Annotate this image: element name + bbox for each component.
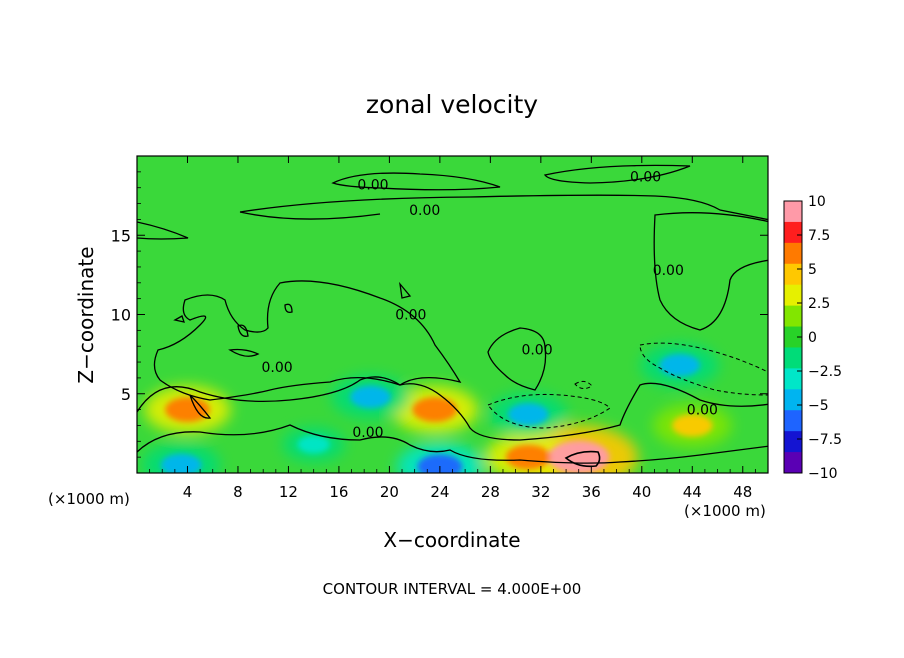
contour-line <box>228 348 260 357</box>
colorbar-tick-label: 5 <box>808 262 817 278</box>
x-tick-label: 8 <box>233 483 243 501</box>
contour-line <box>137 221 189 240</box>
y-tick-label: 15 <box>111 226 131 245</box>
contour-line <box>189 394 212 419</box>
contour-line <box>487 327 547 391</box>
colorbar-swatch <box>784 326 802 348</box>
field-min <box>160 453 202 473</box>
colorbar-tick-label: 0 <box>808 330 817 346</box>
colorbar-swatch <box>784 431 802 453</box>
contour-label: 0.00 <box>630 170 661 186</box>
contour-line <box>137 376 768 441</box>
colorbar-tick-label: −2.5 <box>808 364 842 380</box>
y-tick-label: 5 <box>121 385 131 404</box>
colorbar-swatch <box>784 263 802 286</box>
contour-line <box>237 324 249 337</box>
field-max <box>412 397 458 422</box>
contour-label: 0.00 <box>687 403 718 419</box>
x-unit-right: (×1000 m) <box>684 502 766 520</box>
colorbar: 10 7.5 5 2.5 0 −2.5 −5 −7.5 −10 <box>783 194 842 482</box>
field-min <box>507 403 549 426</box>
contour-line <box>543 164 691 184</box>
contour-line <box>564 450 601 468</box>
x-tick-label: 44 <box>683 483 702 501</box>
x-tick-label: 16 <box>329 483 348 501</box>
chart-title: zonal velocity <box>366 90 538 119</box>
contour-line-negative <box>487 393 611 429</box>
colorbar-tick-label: 10 <box>808 194 826 210</box>
field-max <box>547 440 610 473</box>
y-axis-label: Z−coordinate <box>74 246 98 383</box>
colorbar-swatch <box>784 347 802 369</box>
field-max <box>671 414 713 437</box>
colorbar-swatch <box>784 201 802 223</box>
colorbar-tick-label: −5 <box>808 398 829 414</box>
colorbar-swatch <box>784 452 802 474</box>
colorbar-swatch <box>784 368 802 390</box>
x-tick-label: 28 <box>481 483 500 501</box>
colorbar-swatch <box>784 242 802 265</box>
colorbar-tick-label: −10 <box>808 466 838 482</box>
x-axis-label: X−coordinate <box>383 528 520 552</box>
contour-label: 0.00 <box>409 203 440 219</box>
colorbar-tick-label: 7.5 <box>808 228 830 244</box>
colorbar-swatch <box>784 305 802 328</box>
contour-line <box>331 172 501 191</box>
x-tick-label: 32 <box>531 483 550 501</box>
contour-line <box>399 281 412 299</box>
contour-line <box>239 194 768 221</box>
colorbar-tick-label: 2.5 <box>808 296 830 312</box>
contour-label: 0.00 <box>261 360 292 376</box>
field-min <box>417 454 463 473</box>
colorbar-swatch <box>784 410 802 432</box>
contour-line <box>239 211 381 220</box>
x-tick-label: 20 <box>380 483 399 501</box>
colorbar-swatch <box>784 221 802 244</box>
contour-label: 0.00 <box>357 178 388 194</box>
y-tick-label: 10 <box>111 306 131 325</box>
field-min <box>659 354 700 377</box>
contour-label: 0.00 <box>653 263 684 279</box>
colorbar-swatch <box>784 389 802 411</box>
x-tick-label: 12 <box>279 483 298 501</box>
colorbar-tick-label: −7.5 <box>808 432 842 448</box>
field-max <box>505 444 551 470</box>
x-tick-label: 24 <box>430 483 449 501</box>
contour-label: 0.00 <box>395 308 426 324</box>
contour-label: 0.00 <box>352 425 383 441</box>
contour-line <box>284 303 293 313</box>
contour-line <box>653 212 768 331</box>
x-unit-left: (×1000 m) <box>48 490 130 508</box>
velocity-field: 0.00 0.00 0.00 0.00 0.00 0.00 0.00 0.00 0.00 <box>137 164 768 473</box>
contour-interval-note: CONTOUR INTERVAL = 4.000E+00 <box>323 580 582 598</box>
contour-line-negative <box>639 342 768 396</box>
colorbar-swatch <box>784 284 802 307</box>
x-tick-label: 48 <box>733 483 752 501</box>
contour-line <box>137 424 768 464</box>
contour-line <box>173 315 185 323</box>
x-tick-label: 40 <box>632 483 651 501</box>
x-tick-label: 36 <box>582 483 601 501</box>
contour-label: 0.00 <box>521 342 552 358</box>
x-tick-label: 4 <box>183 483 193 501</box>
field-min <box>350 385 391 409</box>
field-min <box>297 435 330 454</box>
